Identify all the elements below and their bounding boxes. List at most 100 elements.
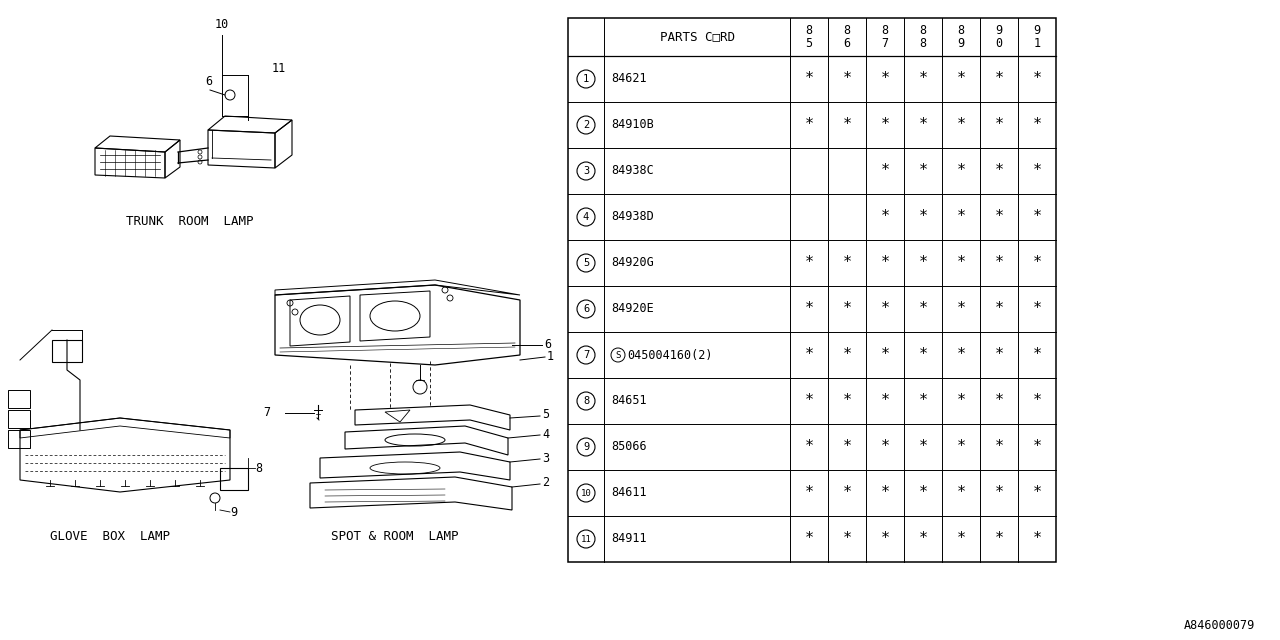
Text: 8
9: 8 9 <box>957 24 965 51</box>
Text: 84938D: 84938D <box>611 211 654 223</box>
Text: *: * <box>881 301 890 317</box>
Text: *: * <box>956 348 965 362</box>
Text: *: * <box>956 486 965 500</box>
Text: 84910B: 84910B <box>611 118 654 131</box>
Text: *: * <box>919 163 928 179</box>
Text: *: * <box>804 348 814 362</box>
Text: 045004160(2): 045004160(2) <box>627 349 713 362</box>
Text: *: * <box>956 118 965 132</box>
Text: *: * <box>956 163 965 179</box>
Text: *: * <box>995 531 1004 547</box>
Text: GLOVE  BOX  LAMP: GLOVE BOX LAMP <box>50 530 170 543</box>
Text: *: * <box>956 255 965 271</box>
Text: *: * <box>842 348 851 362</box>
Text: 9
0: 9 0 <box>996 24 1002 51</box>
Text: *: * <box>881 255 890 271</box>
Text: *: * <box>995 394 1004 408</box>
Text: *: * <box>956 531 965 547</box>
Text: *: * <box>881 440 890 454</box>
Text: *: * <box>842 486 851 500</box>
Text: *: * <box>804 255 814 271</box>
Text: PARTS C□RD: PARTS C□RD <box>659 31 735 44</box>
Text: *: * <box>881 348 890 362</box>
Text: *: * <box>881 394 890 408</box>
Text: *: * <box>804 394 814 408</box>
Bar <box>220 468 248 490</box>
Text: A846000079: A846000079 <box>1184 619 1254 632</box>
Bar <box>8 390 29 408</box>
Text: *: * <box>842 301 851 317</box>
Text: *: * <box>842 118 851 132</box>
Text: *: * <box>995 301 1004 317</box>
Text: 7: 7 <box>262 406 270 419</box>
Text: 84611: 84611 <box>611 486 646 499</box>
Text: *: * <box>881 163 890 179</box>
Text: *: * <box>919 72 928 86</box>
Bar <box>8 410 29 428</box>
Text: *: * <box>995 72 1004 86</box>
Bar <box>568 18 1056 562</box>
Text: *: * <box>956 394 965 408</box>
Text: 6: 6 <box>544 339 552 351</box>
Text: 8
7: 8 7 <box>882 24 888 51</box>
Text: *: * <box>919 348 928 362</box>
Text: *: * <box>1033 72 1042 86</box>
Text: *: * <box>881 531 890 547</box>
Text: *: * <box>1033 440 1042 454</box>
Text: TRUNK  ROOM  LAMP: TRUNK ROOM LAMP <box>127 215 253 228</box>
Text: 8
5: 8 5 <box>805 24 813 51</box>
Text: 9: 9 <box>230 506 237 518</box>
Text: 10: 10 <box>581 488 591 497</box>
Text: *: * <box>804 72 814 86</box>
Text: *: * <box>842 531 851 547</box>
Text: *: * <box>881 486 890 500</box>
Text: *: * <box>956 440 965 454</box>
Text: 6: 6 <box>582 304 589 314</box>
Bar <box>8 430 29 448</box>
Text: *: * <box>842 440 851 454</box>
Text: 8
8: 8 8 <box>919 24 927 51</box>
Text: *: * <box>804 486 814 500</box>
Text: *: * <box>1033 394 1042 408</box>
Text: *: * <box>842 255 851 271</box>
Text: 84920E: 84920E <box>611 303 654 316</box>
Text: *: * <box>881 72 890 86</box>
Text: 2: 2 <box>582 120 589 130</box>
Text: 2: 2 <box>541 477 549 490</box>
Text: 8: 8 <box>255 461 262 474</box>
Text: 11: 11 <box>273 62 287 75</box>
Text: *: * <box>919 301 928 317</box>
Text: *: * <box>956 209 965 225</box>
Text: *: * <box>919 440 928 454</box>
Text: *: * <box>919 486 928 500</box>
Text: *: * <box>956 72 965 86</box>
Text: *: * <box>842 394 851 408</box>
Text: 3: 3 <box>582 166 589 176</box>
Text: 1: 1 <box>547 349 554 362</box>
Text: *: * <box>1033 531 1042 547</box>
Text: *: * <box>995 486 1004 500</box>
Text: *: * <box>842 72 851 86</box>
Text: 84920G: 84920G <box>611 257 654 269</box>
Text: *: * <box>956 301 965 317</box>
Text: 7: 7 <box>582 350 589 360</box>
Text: S: S <box>616 351 621 360</box>
Text: *: * <box>995 440 1004 454</box>
Text: 85066: 85066 <box>611 440 646 454</box>
Text: 8: 8 <box>582 396 589 406</box>
Text: *: * <box>919 255 928 271</box>
Text: *: * <box>995 118 1004 132</box>
Text: *: * <box>1033 301 1042 317</box>
Text: *: * <box>919 209 928 225</box>
Text: *: * <box>995 163 1004 179</box>
Text: 84938C: 84938C <box>611 164 654 177</box>
Text: 4: 4 <box>541 428 549 440</box>
Text: *: * <box>995 209 1004 225</box>
Text: *: * <box>1033 348 1042 362</box>
Text: *: * <box>1033 118 1042 132</box>
Text: *: * <box>995 348 1004 362</box>
Text: *: * <box>919 531 928 547</box>
Text: 9
1: 9 1 <box>1033 24 1041 51</box>
Text: 5: 5 <box>582 258 589 268</box>
Text: *: * <box>804 531 814 547</box>
